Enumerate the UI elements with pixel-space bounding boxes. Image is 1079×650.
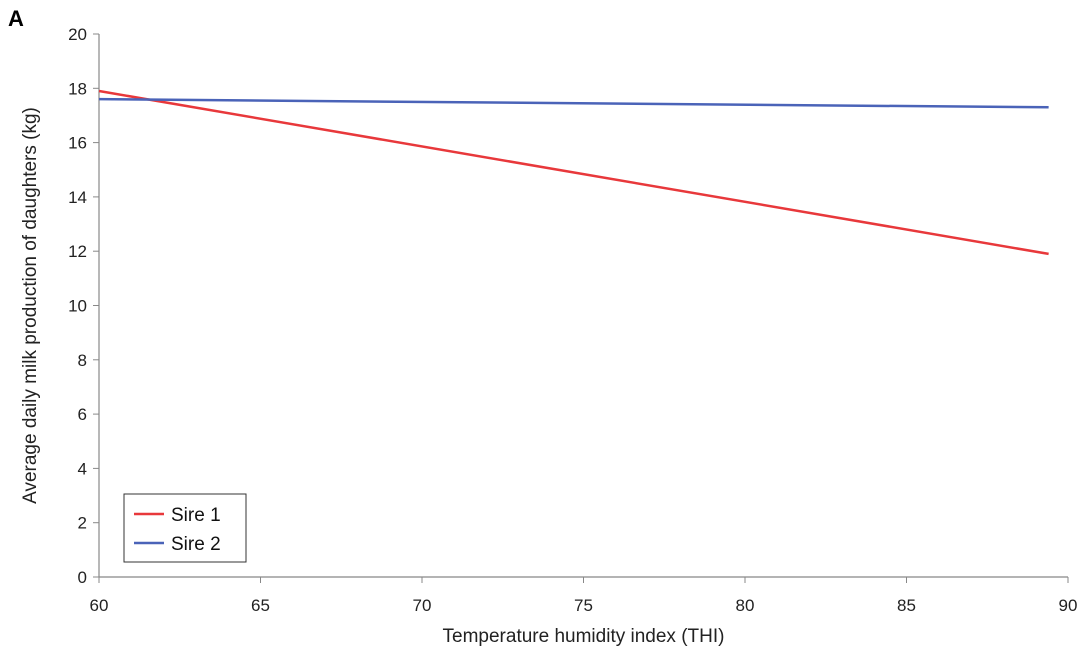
- y-tick-label: 6: [78, 405, 87, 424]
- x-axis-label: Temperature humidity index (THI): [443, 626, 725, 647]
- series-line-sire-2: [98, 97, 1049, 109]
- series-layer: [98, 89, 1049, 256]
- x-tick-label: 85: [897, 596, 916, 615]
- legend-label: Sire 2: [171, 534, 221, 555]
- series-line-sire-1: [98, 89, 1049, 256]
- y-tick-label: 12: [68, 242, 87, 261]
- legend-box: [123, 493, 247, 563]
- y-axis-label: Average daily milk production of daughte…: [20, 107, 41, 504]
- y-tick-label: 18: [68, 79, 87, 98]
- y-tick-label: 8: [78, 351, 87, 370]
- legend: Sire 1 Sire 2: [123, 493, 247, 563]
- panel-label: A: [8, 6, 24, 31]
- axes: 0 2 4 6 8 10 12 14 16 18 20 60 65 70 75 80 85 90: [68, 25, 1077, 615]
- x-tick-label: 90: [1059, 596, 1078, 615]
- y-tick-label: 2: [78, 514, 87, 533]
- legend-label: Sire 1: [171, 505, 221, 526]
- x-tick-label: 65: [251, 596, 270, 615]
- y-tick-label: 10: [68, 297, 87, 316]
- y-tick-label: 14: [68, 188, 87, 207]
- x-tick-label: 70: [413, 596, 432, 615]
- x-tick-label: 80: [736, 596, 755, 615]
- y-tick-label: 4: [78, 459, 87, 478]
- y-tick-label: 16: [68, 134, 87, 153]
- x-tick-label: 60: [90, 596, 109, 615]
- x-tick-label: 75: [574, 596, 593, 615]
- y-tick-label: 0: [78, 568, 87, 587]
- y-tick-label: 20: [68, 25, 87, 44]
